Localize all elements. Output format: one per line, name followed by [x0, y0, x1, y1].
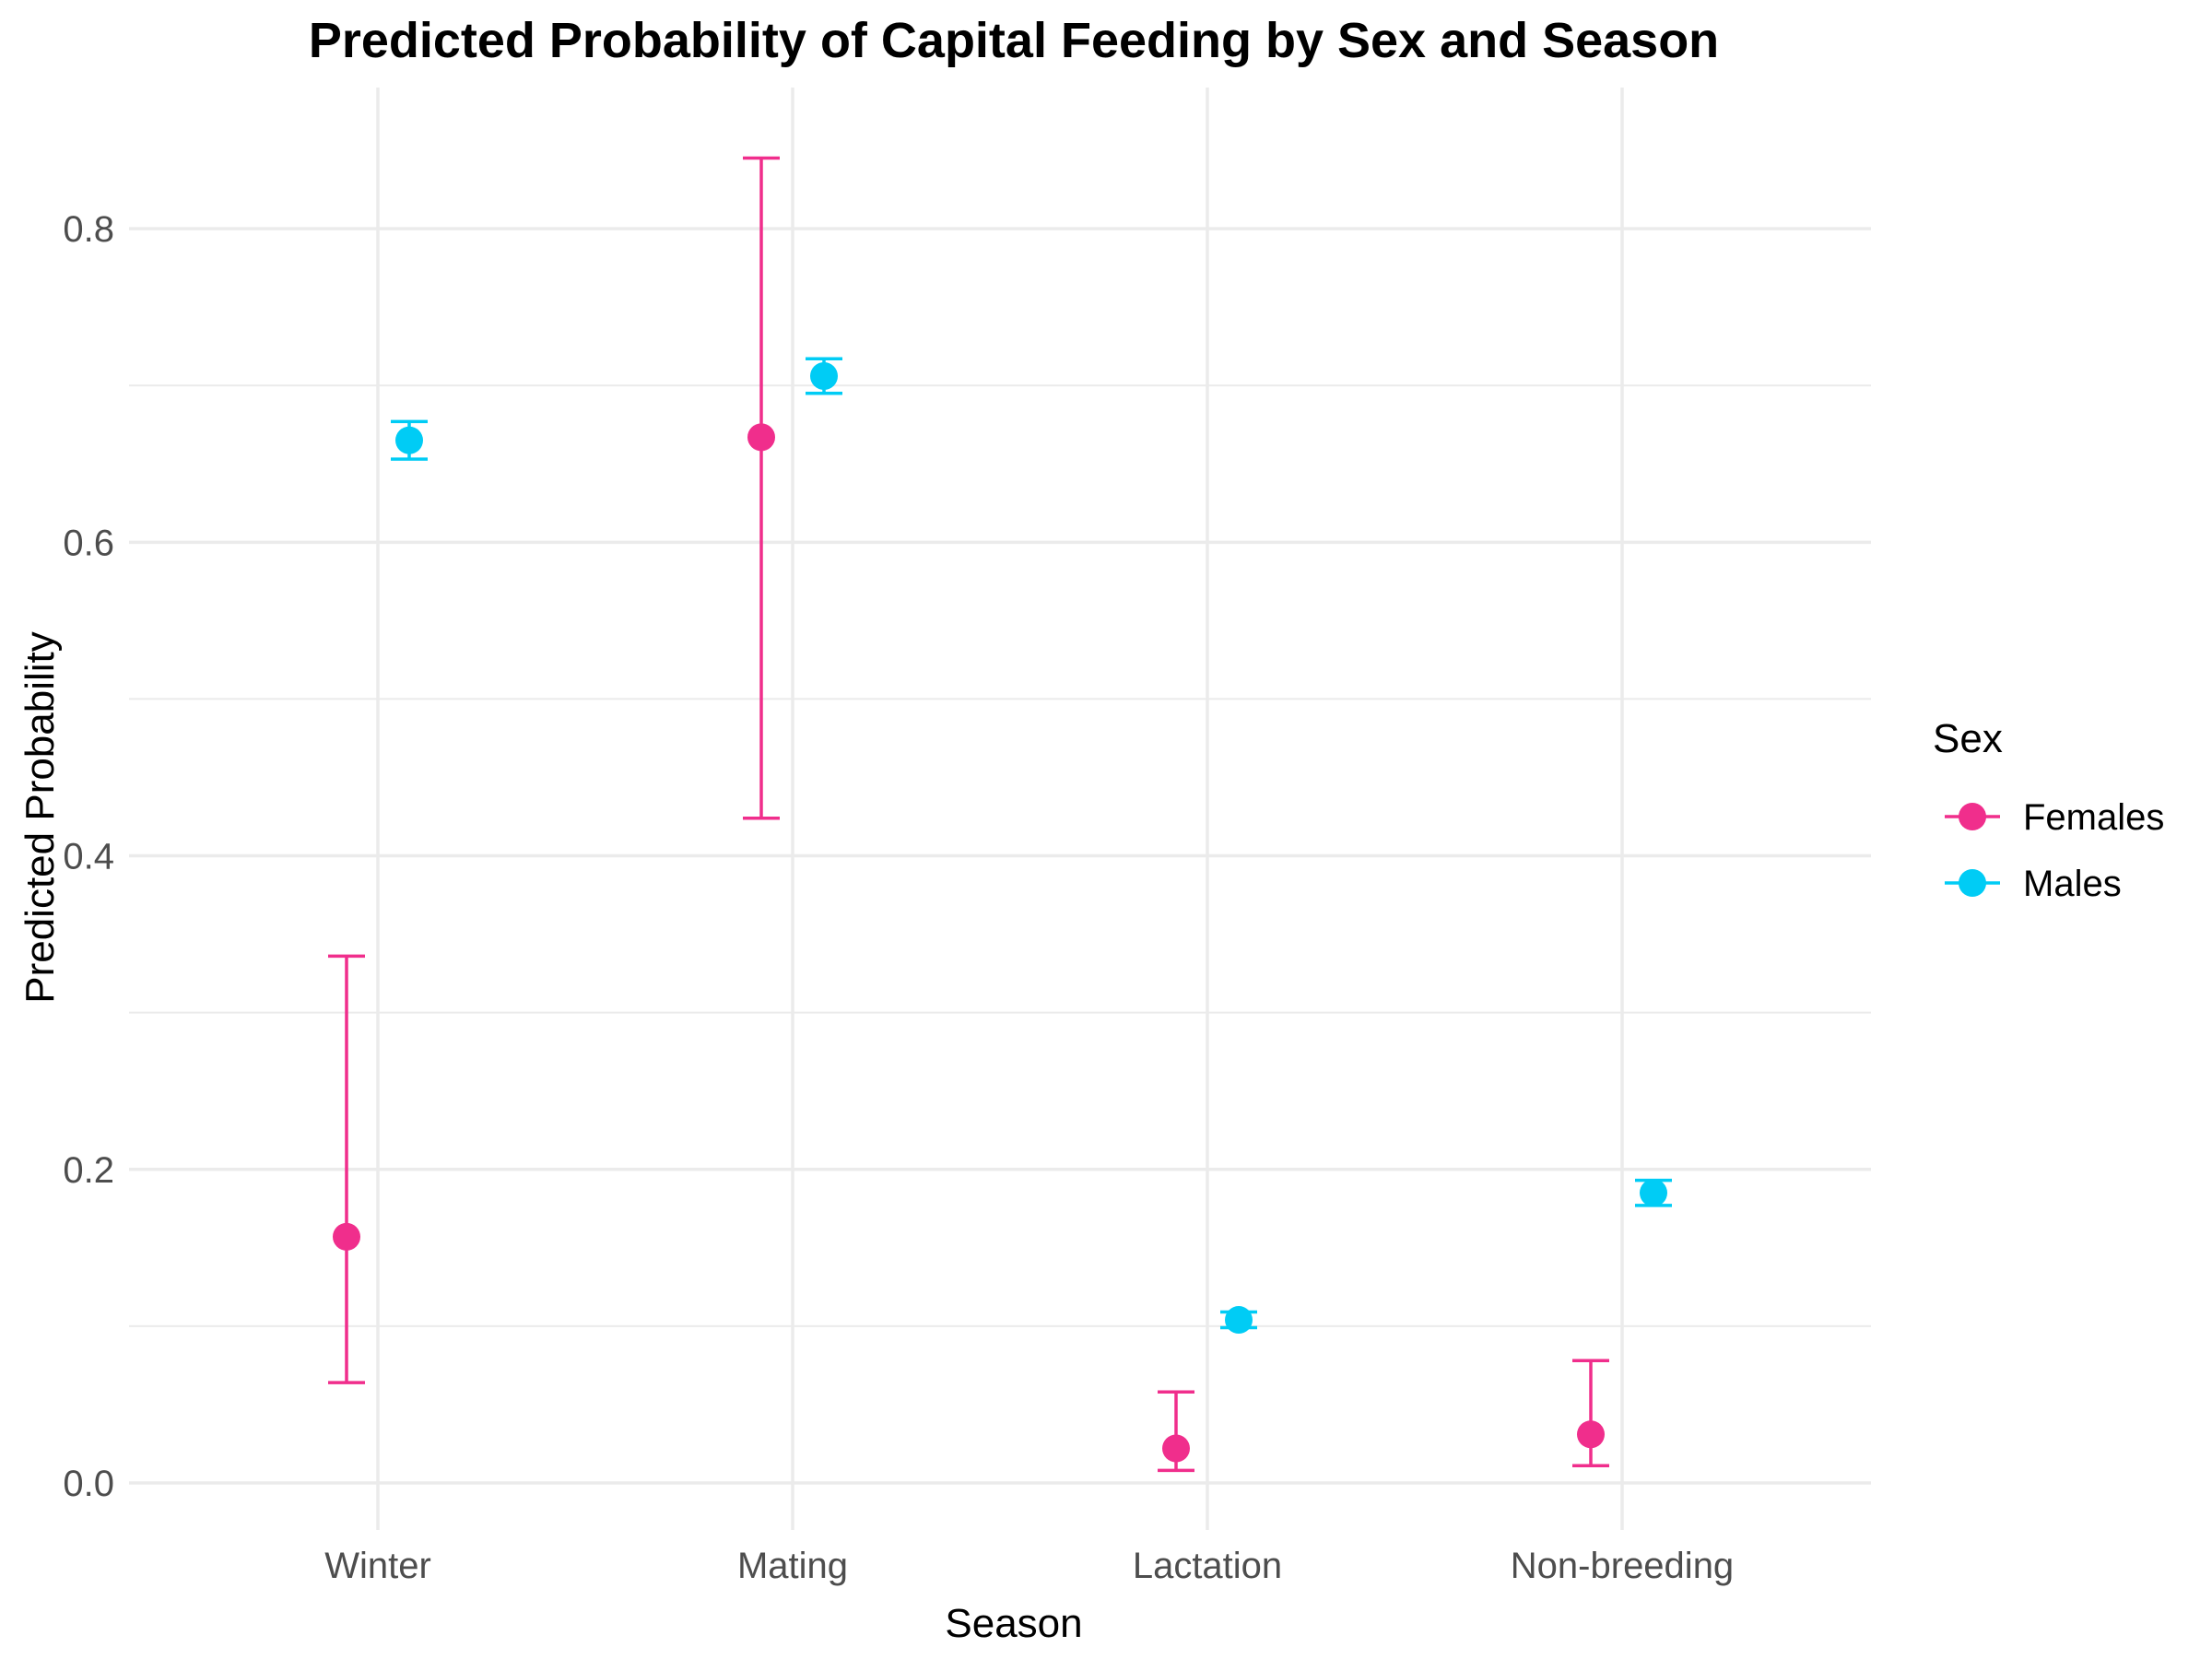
legend-key-point [1959, 803, 1986, 830]
x-tick-label: Lactation [1133, 1546, 1282, 1586]
legend-label: Males [2023, 864, 2122, 904]
y-tick-label: 0.0 [63, 1464, 114, 1504]
y-axis-title: Predicted Probability [18, 631, 63, 1004]
errorbar-females-non-breeding [1572, 1359, 1609, 1468]
errorbar-females-mating [743, 156, 780, 820]
x-tick-label: Mating [737, 1546, 848, 1586]
grid [129, 88, 1871, 1530]
y-tick-label: 0.4 [63, 837, 114, 877]
point-females-winter [333, 1222, 360, 1251]
data-points [328, 156, 1672, 1473]
point-females-lactation [1162, 1434, 1190, 1463]
legend-item-males: Males [1945, 864, 2122, 904]
point-males-non-breeding [1640, 1179, 1667, 1207]
chart-title: Predicted Probability of Capital Feeding… [309, 13, 1719, 68]
x-axis-title: Season [945, 1601, 1082, 1646]
point-males-mating [810, 362, 838, 390]
axes: 0.0 0.2 0.4 0.6 0.8 Winter Mating Lactation Non-… [63, 209, 1734, 1586]
y-tick-label: 0.2 [63, 1150, 114, 1191]
legend-label: Females [2023, 797, 2164, 838]
y-tick-label: 0.6 [63, 523, 114, 563]
legend-item-females: Females [1945, 797, 2164, 838]
errorbar-females-winter [328, 954, 365, 1384]
legend: Sex Females Males [1933, 716, 2164, 904]
point-males-winter [395, 426, 423, 454]
y-tick-label: 0.8 [63, 209, 114, 250]
point-females-non-breeding [1577, 1420, 1605, 1449]
legend-key-point [1959, 869, 1986, 897]
x-tick-label: Winter [324, 1546, 431, 1586]
point-males-lactation [1225, 1306, 1253, 1335]
legend-title: Sex [1933, 716, 2003, 761]
point-females-mating [747, 423, 775, 452]
x-tick-label: Non-breeding [1511, 1546, 1734, 1586]
